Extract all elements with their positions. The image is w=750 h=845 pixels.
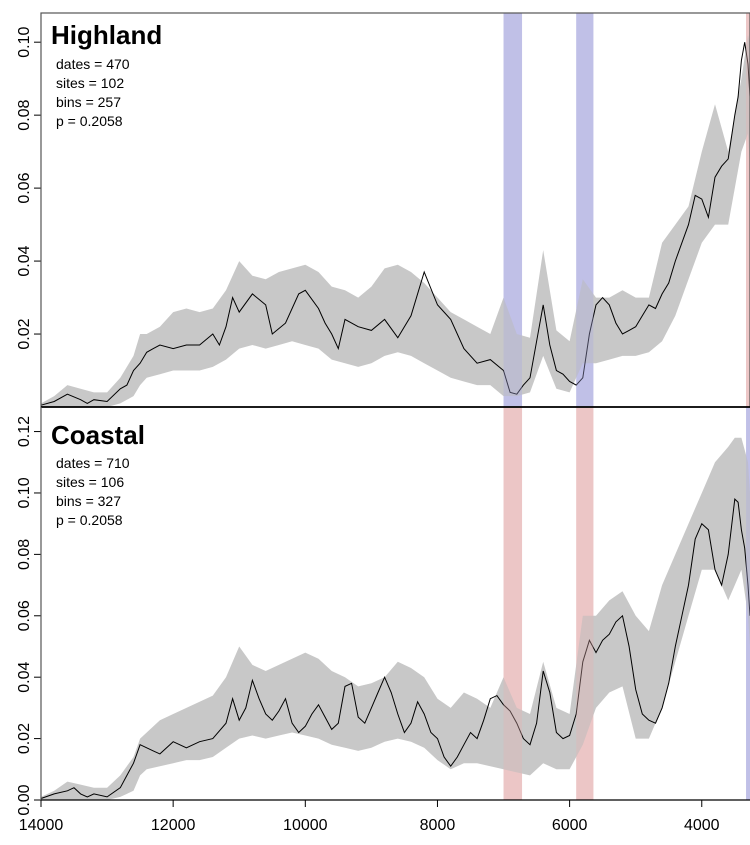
coastal-panel-title: Coastal bbox=[51, 420, 145, 450]
coastal-y-tick-label-6: 0.12 bbox=[16, 416, 33, 447]
coastal-confidence-envelope bbox=[41, 437, 750, 800]
highland-spd-line bbox=[40, 42, 750, 406]
x-tick-label-2: 10000 bbox=[283, 817, 328, 834]
highland-panel: 0.02 0.04 0.06 0.08 0.10 Highland dates = 47… bbox=[16, 13, 750, 408]
highland-shaded-period-overlay-2 bbox=[746, 13, 750, 407]
x-tick-label-0: 14000 bbox=[19, 817, 64, 834]
x-tick-label-4: 6000 bbox=[552, 817, 588, 834]
highland-stat-sites: sites = 102 bbox=[56, 75, 124, 91]
x-tick-label-3: 8000 bbox=[420, 817, 456, 834]
highland-panel-title: Highland bbox=[51, 20, 162, 50]
highland-y-tick-label-2: 0.06 bbox=[16, 172, 33, 203]
coastal-shaded-period-overlay-0 bbox=[503, 407, 523, 800]
highland-y-tick-label-4: 0.10 bbox=[16, 27, 33, 58]
highland-shaded-period-0 bbox=[503, 13, 523, 407]
highland-y-tick-label-3: 0.08 bbox=[16, 99, 33, 130]
coastal-y-tick-label-4: 0.08 bbox=[16, 539, 33, 570]
highland-y-axis: 0.02 0.04 0.06 0.08 0.10 bbox=[16, 27, 41, 350]
x-tick-label-1: 12000 bbox=[151, 817, 196, 834]
highland-shaded-period-overlay-1 bbox=[576, 13, 594, 407]
coastal-stat-p: p = 0.2058 bbox=[56, 512, 123, 528]
highland-stat-dates: dates = 470 bbox=[56, 56, 130, 72]
highland-confidence-envelope bbox=[41, 34, 750, 408]
coastal-y-tick-label-1: 0.02 bbox=[16, 723, 33, 754]
coastal-stat-sites: sites = 106 bbox=[56, 474, 124, 490]
highland-shaded-period-overlay-0 bbox=[503, 13, 523, 407]
highland-y-tick-label-1: 0.04 bbox=[16, 245, 33, 276]
coastal-y-tick-label-2: 0.04 bbox=[16, 662, 33, 693]
highland-shaded-period-2 bbox=[746, 13, 750, 407]
coastal-shaded-period-overlay-1 bbox=[576, 407, 594, 800]
coastal-y-tick-label-3: 0.06 bbox=[16, 600, 33, 631]
highland-stat-p: p = 0.2058 bbox=[56, 113, 123, 129]
x-tick-label-5: 4000 bbox=[684, 817, 720, 834]
coastal-panel: 0.000.020.040.060.080.100.12 14000 12000 1… bbox=[16, 407, 750, 834]
coastal-y-axis: 0.00 0.02 0.04 0.06 0.08 0.10 0.12 bbox=[16, 416, 41, 816]
highland-y-tick-label-0: 0.02 bbox=[16, 318, 33, 349]
coastal-shaded-periods-overlay bbox=[503, 407, 750, 800]
coastal-y-tick-label-0: 0.00 bbox=[16, 784, 33, 815]
coastal-y-tick-label-5: 0.10 bbox=[16, 477, 33, 508]
coastal-stat-dates: dates = 710 bbox=[56, 455, 130, 471]
coastal-shaded-period-overlay-2 bbox=[746, 407, 750, 800]
coastal-spd-line bbox=[40, 498, 750, 799]
highland-shaded-periods-overlay bbox=[503, 13, 750, 407]
x-axis: 14000 12000 10000 8000 6000 4000 bbox=[19, 800, 720, 834]
coastal-stat-bins: bins = 327 bbox=[56, 493, 121, 509]
highland-stat-bins: bins = 257 bbox=[56, 94, 121, 110]
